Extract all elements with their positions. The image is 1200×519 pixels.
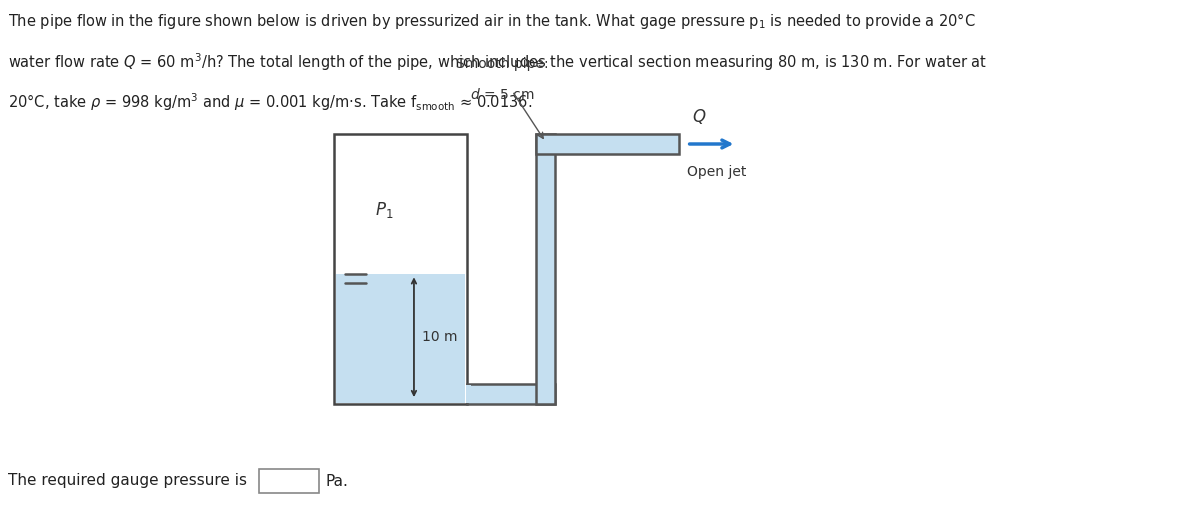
Bar — [536, 134, 556, 404]
Bar — [336, 275, 466, 403]
Text: $P_1$: $P_1$ — [376, 200, 394, 220]
Bar — [536, 134, 679, 154]
Bar — [467, 384, 556, 404]
Text: 20°C, take $\rho$ = 998 kg/m$^3$ and $\mu$ = 0.001 kg/m·s. Take f$_{\mathrm{smoo: 20°C, take $\rho$ = 998 kg/m$^3$ and $\m… — [7, 91, 532, 113]
Text: Pa.: Pa. — [325, 473, 348, 488]
Text: $d$ = 5 cm: $d$ = 5 cm — [470, 87, 535, 102]
Text: The required gauge pressure is: The required gauge pressure is — [7, 473, 247, 488]
Text: 10 m: 10 m — [421, 330, 457, 344]
Text: The pipe flow in the figure shown below is driven by pressurized air in the tank: The pipe flow in the figure shown below … — [7, 11, 976, 31]
Text: Open jet: Open jet — [686, 165, 746, 179]
Bar — [467, 385, 472, 403]
Bar — [334, 134, 467, 404]
Bar — [259, 469, 318, 493]
Text: Smooth pipe:: Smooth pipe: — [456, 57, 548, 71]
Text: $Q$: $Q$ — [691, 106, 706, 126]
Text: water flow rate $Q$ = 60 m$^3$/h? The total length of the pipe, which includes t: water flow rate $Q$ = 60 m$^3$/h? The to… — [7, 51, 986, 73]
